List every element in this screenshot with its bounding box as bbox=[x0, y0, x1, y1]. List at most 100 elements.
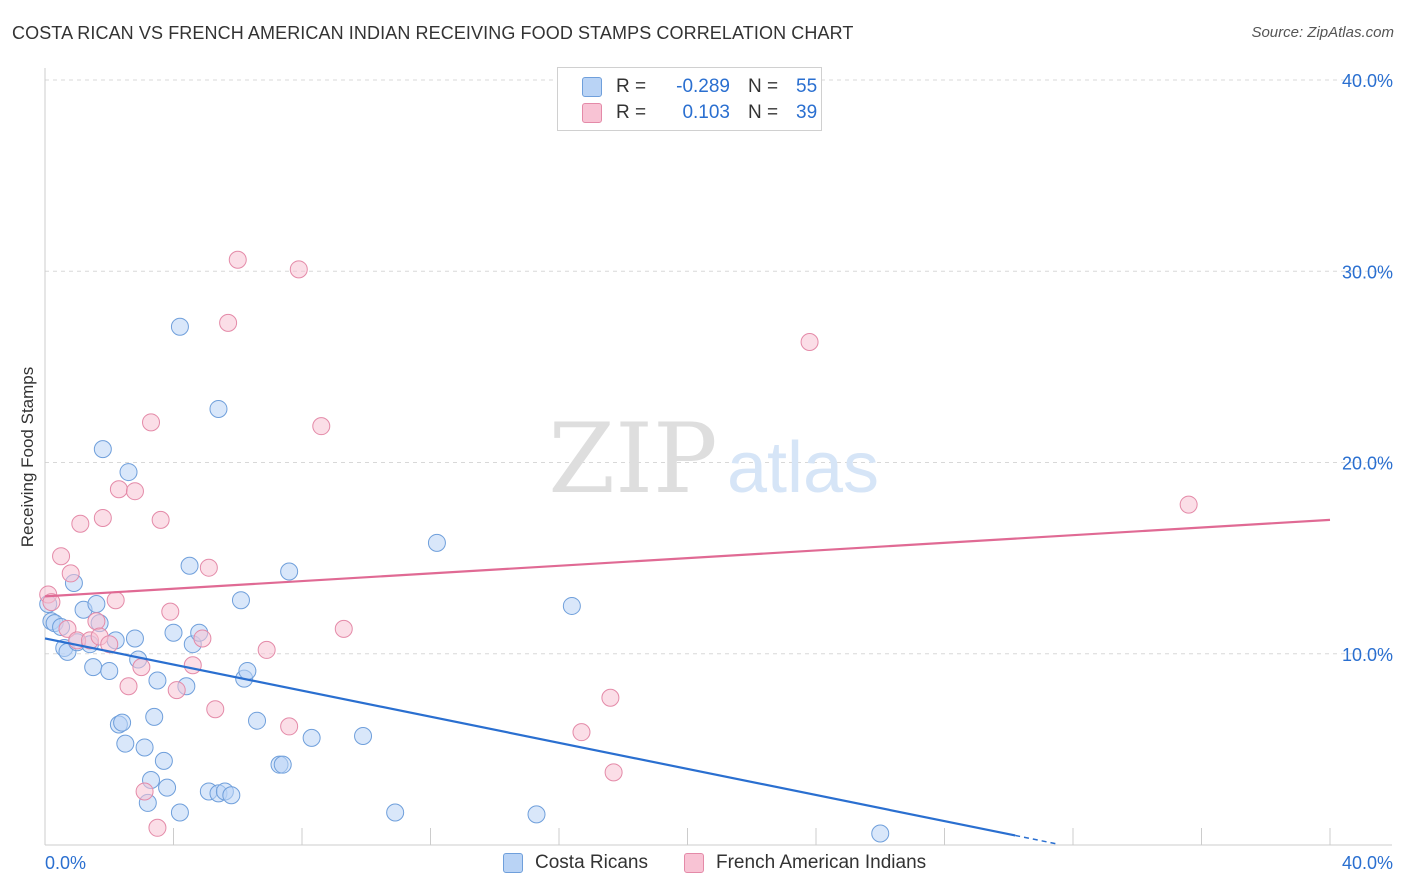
french-american-indians-point bbox=[219, 313, 238, 332]
costa-ricans-point bbox=[164, 623, 183, 642]
costa-ricans-point bbox=[527, 805, 546, 824]
costa-ricans-point bbox=[386, 803, 405, 822]
watermark-atlas: atlas bbox=[727, 428, 879, 508]
y-tick-label: 40.0% bbox=[1342, 71, 1393, 91]
gridlines bbox=[45, 79, 1392, 655]
watermark-zip: ZIP bbox=[548, 403, 717, 515]
costa-ricans-point bbox=[222, 786, 241, 805]
french-american-indians-point bbox=[199, 558, 218, 577]
costa-ricans-point bbox=[93, 440, 112, 459]
chart-title: COSTA RICAN VS FRENCH AMERICAN INDIAN RE… bbox=[12, 23, 854, 43]
french-american-indians-point bbox=[87, 612, 106, 631]
legend-swatch-blue bbox=[582, 77, 602, 97]
costa-ricans-point bbox=[113, 713, 132, 732]
costa-ricans-point bbox=[119, 463, 138, 482]
legend-n-value: 39 bbox=[796, 102, 818, 123]
costa-ricans-point bbox=[354, 726, 373, 745]
legend-row-french-american-indians: R = 0.103 N = 39 bbox=[582, 100, 836, 126]
costa-ricans-point bbox=[302, 728, 321, 747]
french-american-indians-trend-line bbox=[44, 518, 1331, 598]
y-tick-label: 10.0% bbox=[1342, 645, 1393, 665]
french-american-indians-point bbox=[151, 510, 170, 529]
french-american-indians-point bbox=[280, 717, 299, 736]
costa-ricans-point bbox=[100, 661, 119, 680]
french-american-indians-point bbox=[289, 260, 308, 279]
costa-ricans-point bbox=[180, 556, 199, 575]
costa-ricans-point bbox=[87, 595, 106, 614]
french-american-indians-point bbox=[106, 591, 125, 610]
y-tick-label: 20.0% bbox=[1342, 454, 1393, 474]
french-american-indians-point bbox=[125, 482, 144, 501]
french-american-indians-point bbox=[800, 333, 819, 352]
french-american-indians-point bbox=[312, 417, 331, 436]
costa-ricans-point bbox=[427, 533, 446, 552]
french-american-indians-point bbox=[61, 564, 80, 583]
french-american-indians-point bbox=[109, 480, 128, 499]
costa-ricans-point bbox=[145, 707, 164, 726]
series-swatch-blue bbox=[503, 853, 523, 873]
legend-r-value: 0.103 bbox=[682, 102, 730, 123]
series-legend-costa-ricans[interactable]: Costa Ricans bbox=[503, 852, 648, 874]
french-american-indians-point bbox=[257, 640, 276, 659]
french-american-indians-point bbox=[119, 677, 138, 696]
legend-r-label: R = bbox=[616, 102, 647, 123]
costa-ricans-point bbox=[562, 596, 581, 615]
trend-lines bbox=[44, 518, 1331, 845]
costa-ricans-point bbox=[231, 591, 250, 610]
costa-ricans-point bbox=[273, 755, 292, 774]
french-american-indians-point bbox=[206, 700, 225, 719]
costa-ricans-point bbox=[148, 671, 167, 690]
costa-ricans-point bbox=[125, 629, 144, 648]
costa-ricans-point bbox=[238, 661, 257, 680]
legend-swatch-pink bbox=[582, 103, 602, 123]
legend-row-costa-ricans: R = -0.289 N = 55 bbox=[582, 74, 836, 100]
french-american-indians-point bbox=[601, 688, 620, 707]
french-american-indians-point bbox=[572, 723, 591, 742]
french-american-indians-point bbox=[228, 250, 247, 269]
x-tick-label: 0.0% bbox=[45, 853, 86, 873]
french-american-indians-point bbox=[58, 619, 77, 638]
costa-ricans-point bbox=[84, 658, 103, 677]
costa-ricans-point bbox=[170, 317, 189, 336]
legend-r-value: -0.289 bbox=[676, 76, 730, 97]
costa-ricans-trend-line bbox=[44, 637, 1016, 837]
french-american-indians-point bbox=[135, 782, 154, 801]
y-tick-label: 30.0% bbox=[1342, 262, 1393, 282]
x-tick-label: 40.0% bbox=[1342, 853, 1393, 873]
series-legend: Costa Ricans French American Indians bbox=[0, 852, 1406, 878]
french-american-indians-point bbox=[1179, 495, 1198, 514]
series-legend-label: Costa Ricans bbox=[535, 852, 648, 873]
french-american-indians-point bbox=[71, 514, 90, 533]
costa-ricans-point bbox=[170, 803, 189, 822]
costa-ricans-point bbox=[248, 711, 267, 730]
french-american-indians-point bbox=[100, 635, 119, 654]
costa-ricans-point bbox=[135, 738, 154, 757]
legend-n-label: N = bbox=[748, 76, 779, 97]
french-american-indians-point bbox=[42, 593, 61, 612]
tick-labels: 10.0% 20.0% 30.0% 40.0% 0.0% 40.0% bbox=[45, 71, 1393, 873]
stats-legend: R = -0.289 N = 55 R = 0.103 N = 39 bbox=[557, 67, 822, 131]
costa-ricans-point bbox=[871, 824, 890, 843]
legend-n-label: N = bbox=[748, 102, 779, 123]
series-swatch-pink bbox=[684, 853, 704, 873]
french-american-indians-point bbox=[604, 763, 623, 782]
french-american-indians-point bbox=[93, 508, 112, 527]
costa-ricans-point bbox=[158, 778, 177, 797]
costa-ricans-point bbox=[209, 399, 228, 418]
french-american-indians-point bbox=[167, 681, 186, 700]
french-american-indians-point bbox=[148, 818, 167, 837]
french-american-indians-point bbox=[334, 619, 353, 638]
series-legend-french-american-indians[interactable]: French American Indians bbox=[684, 852, 926, 874]
french-american-indians-point bbox=[183, 656, 202, 675]
french-american-indians-point bbox=[132, 658, 151, 677]
watermark: ZIP atlas bbox=[548, 403, 879, 515]
data-points bbox=[39, 250, 1198, 843]
french-american-indians-point bbox=[142, 413, 161, 432]
costa-ricans-trend-extension bbox=[1015, 834, 1058, 845]
series-legend-label: French American Indians bbox=[716, 852, 927, 873]
costa-ricans-point bbox=[280, 562, 299, 581]
costa-ricans-point bbox=[116, 734, 135, 753]
french-american-indians-point bbox=[52, 547, 71, 566]
axes bbox=[44, 68, 1392, 846]
